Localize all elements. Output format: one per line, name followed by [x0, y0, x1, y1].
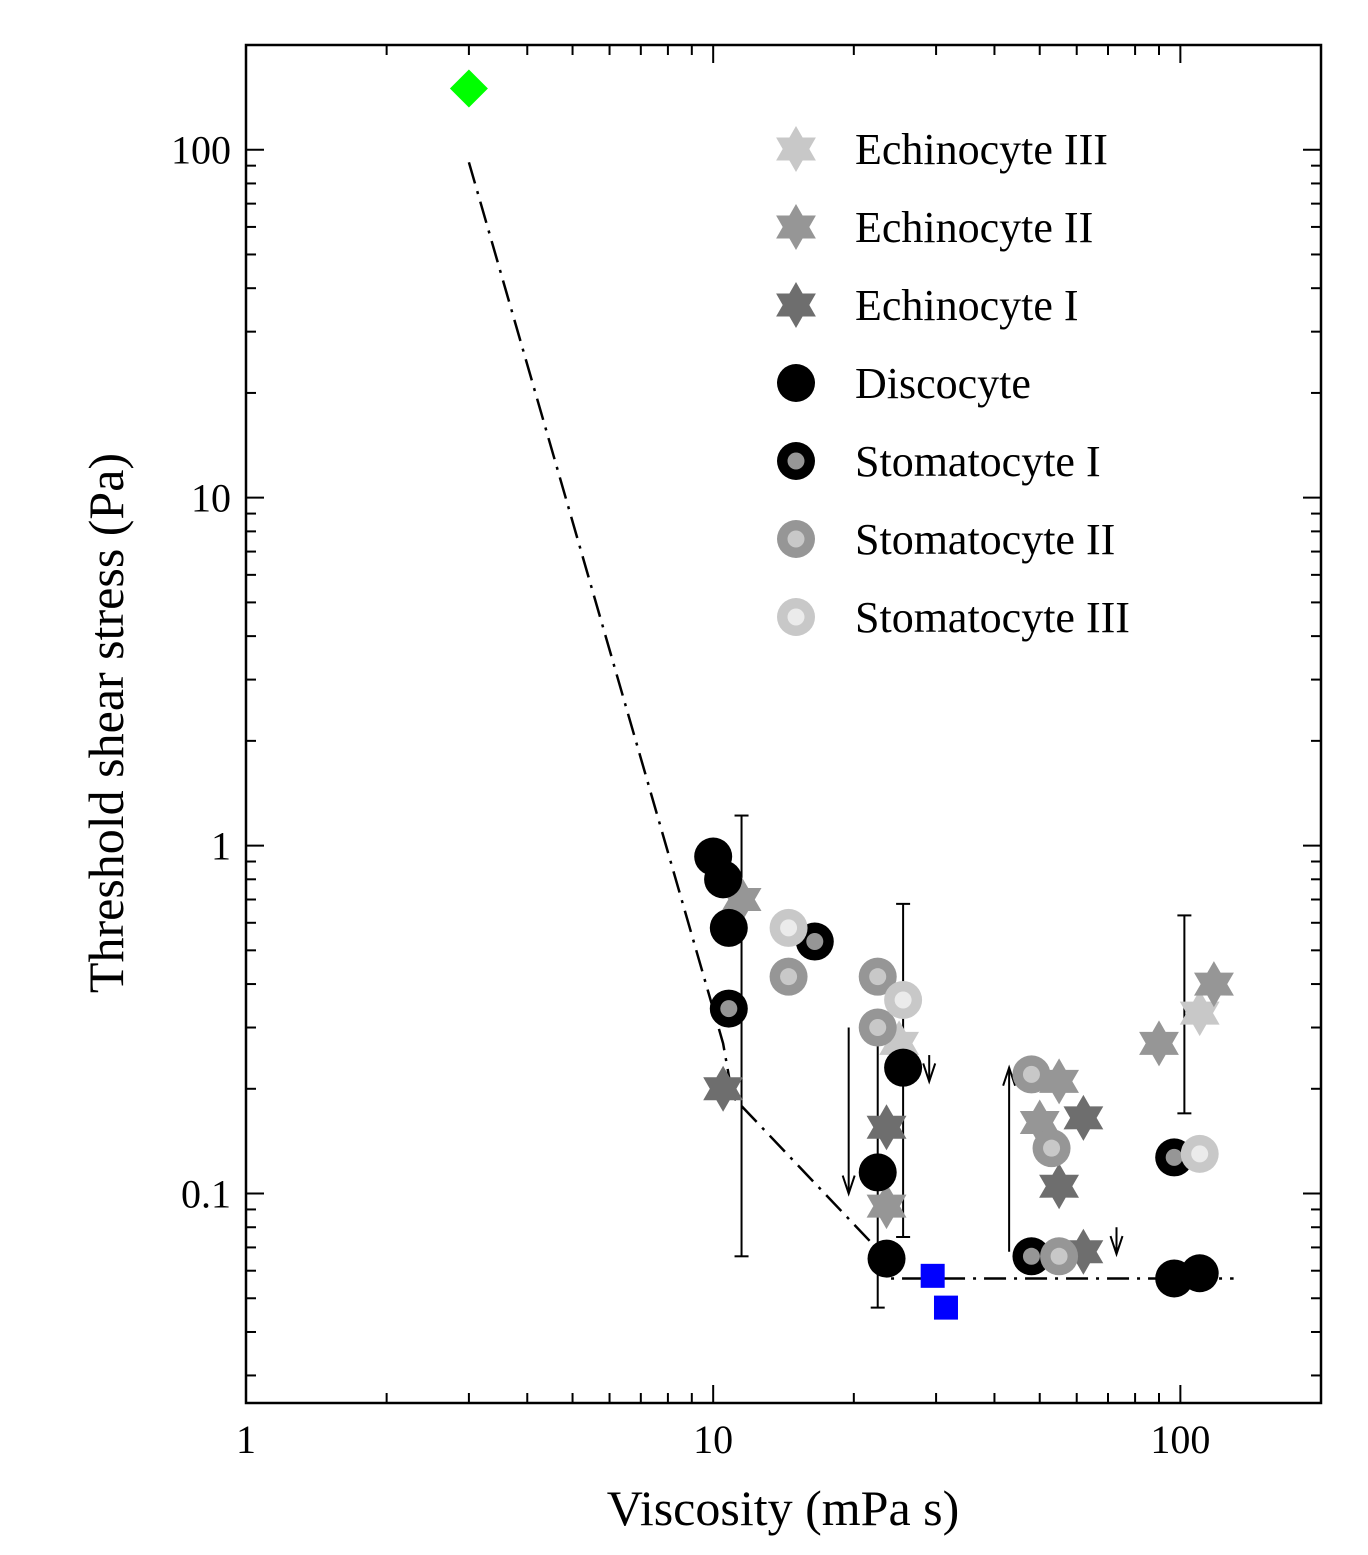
legend-item: Stomatocyte II [777, 515, 1115, 564]
ring-inner [787, 608, 805, 626]
legend-item: Echinocyte III [776, 125, 1108, 174]
fit-line-group [467, 161, 1234, 1280]
legend-marker [777, 598, 815, 636]
point-discocyte [867, 1239, 906, 1278]
ring-inner [1043, 1139, 1061, 1157]
x-tick-label: 100 [1150, 1417, 1210, 1462]
legend-item: Echinocyte II [776, 203, 1093, 252]
ring-inner [720, 1000, 738, 1018]
legend-label: Echinocyte III [855, 125, 1108, 174]
legend-label: Stomatocyte III [855, 593, 1130, 642]
shift-arrow [1109, 1227, 1124, 1258]
legend-label: Stomatocyte II [855, 515, 1115, 564]
point-stomatocyte-ii [1040, 1237, 1079, 1276]
plot-frame [244, 43, 1323, 1405]
ring-inner [780, 968, 798, 986]
point-discocyte [704, 860, 743, 899]
ring-inner [787, 452, 805, 470]
point-echinocyte-ii [1139, 1020, 1179, 1067]
shift-arrow [922, 1055, 937, 1085]
legend-label: Stomatocyte I [855, 437, 1101, 486]
ring-inner [806, 933, 824, 951]
x-axis-label: Viscosity (mPa s) [607, 1480, 960, 1536]
legend-marker [777, 442, 815, 480]
point-discocyte [884, 1048, 923, 1087]
point-square [920, 1263, 945, 1288]
ring-inner [1022, 1065, 1040, 1083]
ring-inner [1022, 1247, 1040, 1265]
point-square [933, 1295, 958, 1320]
legend: Echinocyte III Echinocyte II Echinocyte I D… [776, 125, 1130, 642]
shift-arrow [1002, 1064, 1017, 1252]
y-tick-label: 10 [191, 476, 231, 521]
legend-marker [776, 204, 816, 250]
arrows-group [841, 1027, 1124, 1258]
point-stomatocyte-ii [858, 1008, 897, 1047]
legend-marker [777, 364, 815, 402]
legend-marker [776, 282, 816, 328]
y-tick-label: 1 [211, 824, 231, 869]
legend-label: Discocyte [855, 359, 1031, 408]
ring-inner [787, 530, 805, 548]
point-stomatocyte-ii [1032, 1129, 1071, 1168]
ring-inner [1191, 1145, 1209, 1163]
point-echinocyte-i [866, 1104, 907, 1151]
y-tick-label: 0.1 [181, 1172, 231, 1217]
point-stomatocyte-ii [858, 957, 897, 996]
point-stomatocyte-i [709, 989, 748, 1028]
error-bars-group [734, 814, 1192, 1309]
ring-inner [1050, 1247, 1068, 1265]
arrow-head [841, 1175, 856, 1197]
legend-item: Stomatocyte III [777, 593, 1130, 642]
ticks-group: 1 10 100 0.1 1 10 100 [171, 44, 1322, 1462]
point-discocyte [709, 908, 748, 947]
fit-line [467, 161, 1234, 1280]
data-points-group [449, 69, 1234, 1320]
axes-frame-group [244, 43, 1323, 1405]
legend-label: Echinocyte II [855, 203, 1093, 252]
ring-inner [780, 919, 798, 937]
legend-item: Stomatocyte I [777, 437, 1101, 486]
point-echinocyte-iii [1179, 990, 1220, 1037]
y-axis-label: Threshold shear stress (Pa) [78, 453, 134, 993]
legend-label: Echinocyte I [855, 281, 1079, 330]
point-echinocyte-i [1039, 1163, 1079, 1210]
point-stomatocyte-iii [1180, 1134, 1219, 1173]
legend-marker [776, 126, 816, 172]
shift-arrow [841, 1027, 856, 1197]
point-diamond [449, 69, 488, 108]
error-bar [1177, 914, 1192, 1115]
legend-marker [777, 520, 815, 558]
point-discocyte [1180, 1254, 1219, 1293]
y-tick-label: 100 [171, 128, 231, 173]
point-stomatocyte-ii [1012, 1055, 1051, 1094]
ring-inner [1165, 1148, 1183, 1166]
arrow-head [1109, 1235, 1124, 1258]
arrow-head [922, 1063, 937, 1085]
point-stomatocyte-i [1012, 1237, 1051, 1276]
legend-item: Discocyte [777, 359, 1031, 408]
arrow-head [1002, 1064, 1017, 1086]
x-tick-label: 1 [236, 1417, 256, 1462]
point-stomatocyte-iii [884, 980, 923, 1019]
point-stomatocyte-iii [769, 908, 808, 947]
ring-inner [869, 968, 887, 986]
x-tick-label: 10 [693, 1417, 733, 1462]
point-discocyte [858, 1153, 897, 1192]
point-echinocyte-ii [866, 1183, 907, 1230]
point-echinocyte-i [703, 1065, 743, 1112]
point-echinocyte-ii [1194, 961, 1234, 1008]
point-stomatocyte-ii [769, 957, 808, 996]
ring-inner [894, 991, 912, 1009]
ring-inner [869, 1019, 887, 1037]
legend-item: Echinocyte I [776, 281, 1079, 330]
point-echinocyte-i [1063, 1094, 1104, 1141]
